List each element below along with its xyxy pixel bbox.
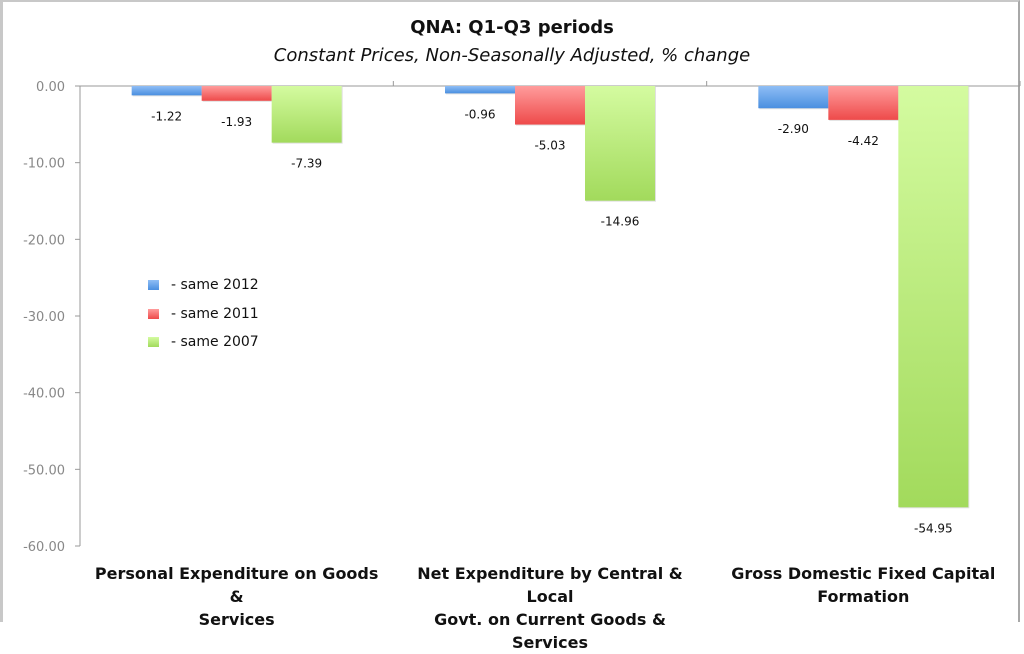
data-label: -54.95: [914, 521, 953, 535]
legend-label: - same 2012: [171, 277, 259, 293]
chart-title: QNA: Q1-Q3 periods: [410, 17, 614, 38]
y-tick-label: -30.00: [23, 310, 65, 325]
bar-2007: [585, 86, 655, 201]
bar-2007: [271, 86, 342, 143]
legend-item-2007: - same 2007: [148, 334, 259, 350]
legend-swatch-blue: [148, 280, 159, 290]
y-tick-label: 0.00: [36, 80, 65, 95]
bar-2012: [445, 86, 515, 94]
data-label: -1.93: [221, 115, 252, 129]
category-label-line: Formation: [817, 587, 910, 606]
category-label-line: Net Expenditure by Central & Local: [417, 564, 683, 606]
category-label-line: Personal Expenditure on Goods &: [94, 564, 379, 606]
data-label: -0.96: [464, 107, 495, 121]
plot-area: 0.00 -10.00 -20.00 -30.00 -40.00 -50.00 -60.00…: [23, 80, 1021, 555]
y-tick-label: -60.00: [23, 540, 65, 555]
y-tick-label: -40.00: [23, 387, 65, 402]
legend-item-2011: - same 2011: [148, 306, 259, 322]
bar-2011: [201, 86, 272, 101]
data-label: -5.03: [534, 139, 565, 153]
bar-2012: [758, 86, 829, 109]
legend-swatch-red: [148, 309, 159, 319]
y-tick-label: -20.00: [23, 233, 65, 248]
chart-frame: [0, 0, 1020, 622]
x-category-label: Net Expenditure by Central & Local Govt. …: [400, 562, 700, 654]
category-label-line: Services: [198, 610, 275, 629]
chart-subtitle: Constant Prices, Non-Seasonally Adjusted…: [273, 45, 751, 66]
legend-swatch-green: [148, 337, 159, 347]
bar-2007: [898, 86, 969, 508]
legend-label: - same 2011: [171, 306, 259, 322]
data-label: -14.96: [601, 215, 640, 229]
data-label: -4.42: [848, 134, 879, 148]
x-category-label: Personal Expenditure on Goods & Services: [87, 562, 387, 631]
data-label: -1.22: [151, 109, 182, 123]
y-tick-label: -10.00: [23, 157, 65, 172]
data-label: -2.90: [778, 122, 809, 136]
category-label-line: Govt. on Current Goods & Services: [434, 610, 666, 652]
bar-2011: [828, 86, 899, 120]
legend-item-2012: - same 2012: [148, 277, 259, 293]
data-label: -7.39: [291, 157, 322, 171]
bar-2011: [515, 86, 585, 125]
x-category-label: Gross Domestic Fixed Capital Formation: [713, 562, 1013, 608]
y-tick-label: -50.00: [23, 463, 65, 478]
bar-2012: [131, 86, 202, 96]
category-label-line: Gross Domestic Fixed Capital: [731, 564, 996, 583]
legend-label: - same 2007: [171, 334, 259, 350]
